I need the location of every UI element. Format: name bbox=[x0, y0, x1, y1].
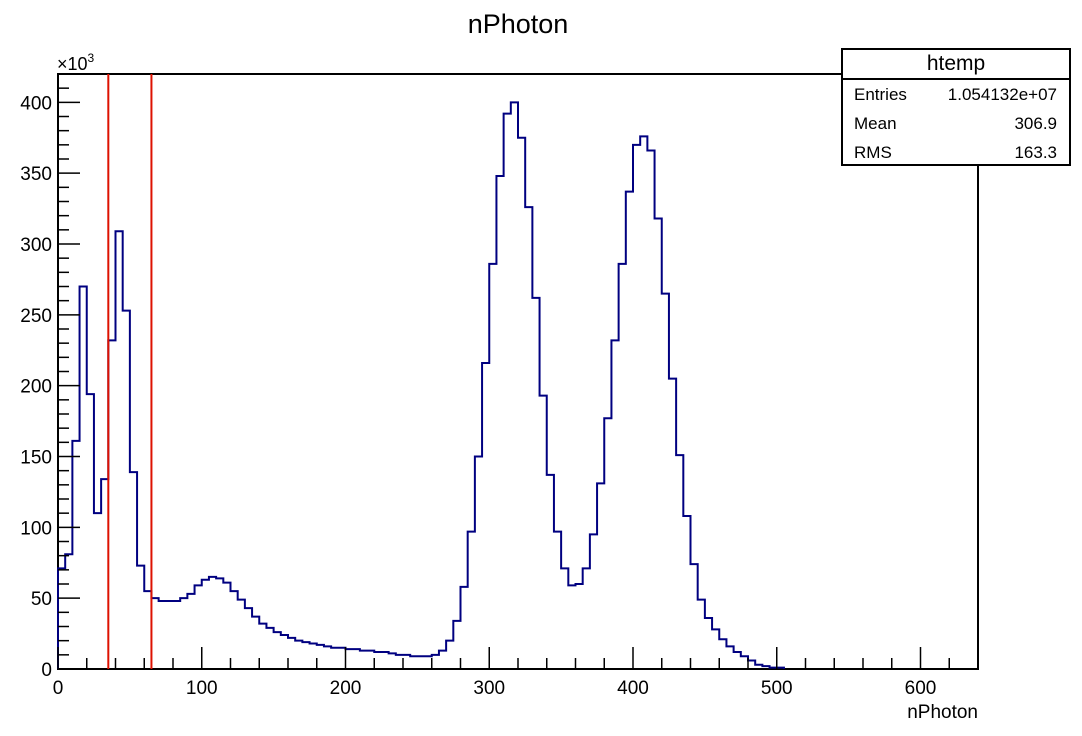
stats-label: RMS bbox=[854, 143, 892, 162]
stats-value: 306.9 bbox=[1014, 114, 1057, 133]
stats-value: 163.3 bbox=[1014, 143, 1057, 162]
x-tick-label: 0 bbox=[53, 678, 64, 699]
y-tick-label: 100 bbox=[20, 518, 52, 539]
y-tick-label: 200 bbox=[20, 377, 52, 398]
stats-label: Mean bbox=[854, 114, 897, 133]
x-tick-label: 400 bbox=[617, 678, 649, 699]
y-tick-label: 350 bbox=[20, 164, 52, 185]
axes: 0 100 200 300 400 500 600 0 50 100 150 200 250 300 350… bbox=[20, 73, 979, 699]
stats-box: htemp Entries 1.054132e+07 Mean 306.9 RM… bbox=[841, 48, 1071, 166]
y-tick-label: 300 bbox=[20, 235, 52, 256]
stats-row-entries: Entries 1.054132e+07 bbox=[843, 80, 1069, 109]
x-tick-label: 300 bbox=[473, 678, 505, 699]
x-tick-label: 500 bbox=[761, 678, 793, 699]
x-tick-label: 600 bbox=[905, 678, 937, 699]
x-axis-title: nPhoton bbox=[907, 702, 978, 723]
stats-label: Entries bbox=[854, 85, 907, 104]
stats-row-mean: Mean 306.9 bbox=[843, 109, 1069, 138]
y-multiplier-label: ×103 bbox=[57, 51, 95, 74]
y-tick-label: 400 bbox=[20, 93, 52, 114]
stats-title: htemp bbox=[843, 50, 1069, 80]
y-tick-label: 250 bbox=[20, 306, 52, 327]
y-tick-label: 150 bbox=[20, 448, 52, 469]
y-tick-label: 0 bbox=[41, 660, 52, 681]
histogram-series bbox=[57, 101, 785, 669]
plot-frame-rect bbox=[57, 73, 979, 670]
plot-frame bbox=[57, 73, 979, 670]
histogram-line bbox=[57, 101, 785, 669]
y-tick-label: 50 bbox=[31, 589, 52, 610]
stats-value: 1.054132e+07 bbox=[947, 85, 1057, 104]
chart-title: nPhoton bbox=[468, 9, 569, 39]
x-tick-label: 200 bbox=[330, 678, 362, 699]
stats-row-rms: RMS 163.3 bbox=[843, 138, 1069, 167]
x-tick-label: 100 bbox=[186, 678, 218, 699]
cut-markers bbox=[107, 74, 153, 669]
